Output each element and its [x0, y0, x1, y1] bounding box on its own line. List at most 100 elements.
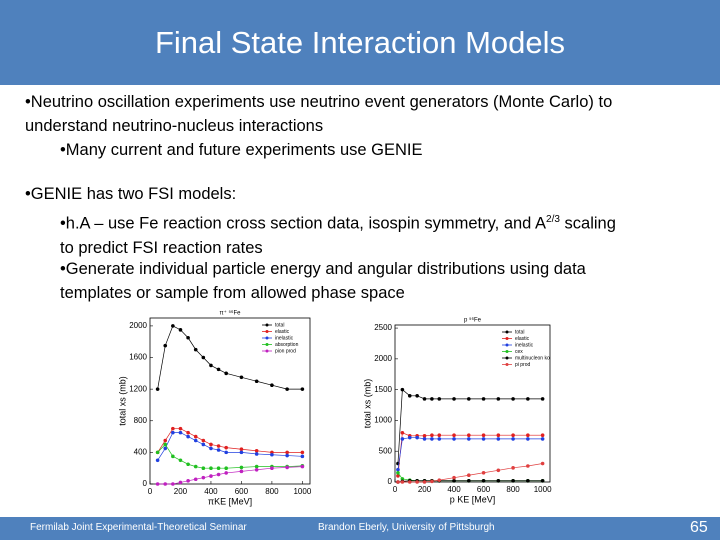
y-tick-label: 1000 [374, 416, 392, 425]
data-point [437, 433, 442, 438]
y-tick-label: 1200 [129, 384, 147, 393]
bullet: •GENIE has two FSI models: [25, 185, 237, 203]
legend-label: inelastic [515, 342, 534, 348]
data-point [496, 478, 501, 483]
y-tick-label: 2000 [129, 321, 147, 330]
y-axis-label: total xs (mb) [117, 376, 127, 426]
data-point [437, 478, 442, 482]
x-axis-label: p KE [MeV] [450, 494, 496, 504]
data-point [285, 465, 289, 470]
data-point [224, 466, 228, 470]
data-point [526, 478, 530, 483]
data-point [193, 434, 198, 439]
data-point [163, 482, 168, 486]
data-point [437, 397, 442, 401]
data-point [452, 433, 456, 438]
data-point [178, 430, 183, 435]
data-point [300, 387, 305, 391]
data-point [171, 324, 175, 328]
y-tick-label: 0 [143, 479, 148, 488]
x-tick-label: 600 [477, 485, 491, 494]
data-point [526, 464, 530, 468]
data-point [430, 479, 434, 484]
legend-label: absorption [275, 342, 299, 348]
data-point [467, 437, 471, 441]
x-axis-label: πKE [MeV] [208, 496, 252, 506]
data-point [178, 458, 183, 463]
data-point [155, 482, 160, 486]
data-point [452, 475, 456, 480]
data-point [481, 470, 486, 475]
data-point [216, 367, 221, 372]
data-point [511, 433, 515, 438]
page-number: 65 [690, 519, 708, 536]
data-point [254, 379, 259, 384]
data-point [422, 437, 427, 441]
y-tick-label: 0 [388, 477, 393, 486]
legend-label: inelastic [275, 335, 294, 341]
data-point [171, 430, 175, 435]
data-point [209, 363, 213, 368]
x-tick-label: 600 [235, 487, 249, 496]
data-point [511, 437, 515, 441]
data-point [467, 397, 471, 401]
data-point [526, 437, 530, 441]
y-axis-label: total xs (mb) [362, 379, 372, 429]
x-tick-label: 400 [447, 485, 461, 494]
y-tick-label: 1500 [374, 385, 392, 394]
footer-left: Fermilab Joint Experimental-Theoretical … [30, 522, 247, 533]
legend-marker [265, 343, 269, 346]
data-point [224, 371, 228, 376]
legend-marker [505, 337, 509, 340]
data-point [540, 478, 545, 483]
data-point [396, 480, 400, 484]
x-tick-label: 800 [265, 487, 279, 496]
data-point [452, 397, 456, 401]
x-tick-label: 0 [393, 485, 398, 494]
data-point [193, 464, 198, 469]
data-point [224, 445, 228, 450]
data-point [201, 442, 206, 447]
data-point [239, 469, 244, 474]
data-point [155, 387, 160, 391]
data-point [396, 470, 400, 475]
data-point [481, 397, 486, 401]
legend-label: pi prod [515, 362, 531, 368]
legend-marker [505, 350, 509, 353]
y-tick-label: 2000 [374, 354, 392, 363]
data-point [193, 347, 198, 352]
data-point [216, 448, 221, 452]
x-tick-label: 800 [506, 485, 520, 494]
data-point [400, 437, 405, 441]
data-point [300, 454, 305, 459]
legend-marker [505, 343, 509, 347]
data-point [407, 480, 412, 484]
data-point [300, 464, 305, 469]
data-point [452, 478, 456, 483]
data-point [178, 328, 183, 332]
y-tick-label: 800 [134, 416, 148, 425]
legend-marker [265, 336, 269, 340]
data-point [216, 444, 221, 448]
x-tick-label: 1000 [534, 485, 552, 494]
data-point [186, 462, 190, 467]
data-point [430, 397, 434, 401]
data-point [254, 467, 259, 472]
data-point [224, 471, 228, 475]
data-point [430, 437, 434, 441]
data-point [155, 458, 160, 463]
data-point [415, 394, 419, 398]
data-point [171, 482, 175, 486]
x-tick-label: 200 [418, 485, 432, 494]
plot-frame [149, 317, 311, 485]
data-point [163, 438, 168, 443]
data-point [496, 397, 501, 401]
data-point [415, 480, 419, 484]
data-point [270, 452, 274, 457]
legend-label: pion prod [275, 348, 296, 354]
data-point [186, 434, 190, 439]
data-point [422, 434, 427, 438]
data-point [540, 437, 545, 441]
data-point [239, 447, 244, 452]
